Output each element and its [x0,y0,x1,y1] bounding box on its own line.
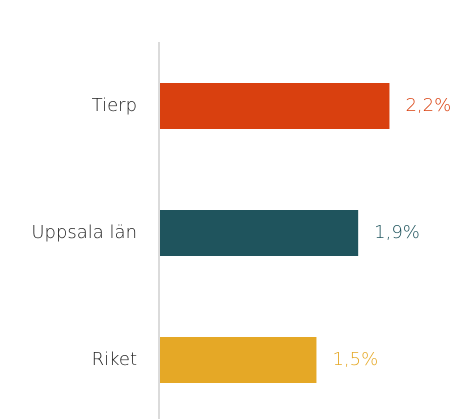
bar [160,210,359,256]
category-label: Uppsala län [31,222,137,243]
value-label: 1,9% [374,222,420,243]
category-label: Riket [92,349,137,370]
value-label: 1,5% [332,349,378,370]
bar [160,337,317,383]
value-label: 2,2% [405,95,451,116]
bar [160,83,390,129]
category-label: Tierp [92,95,137,116]
